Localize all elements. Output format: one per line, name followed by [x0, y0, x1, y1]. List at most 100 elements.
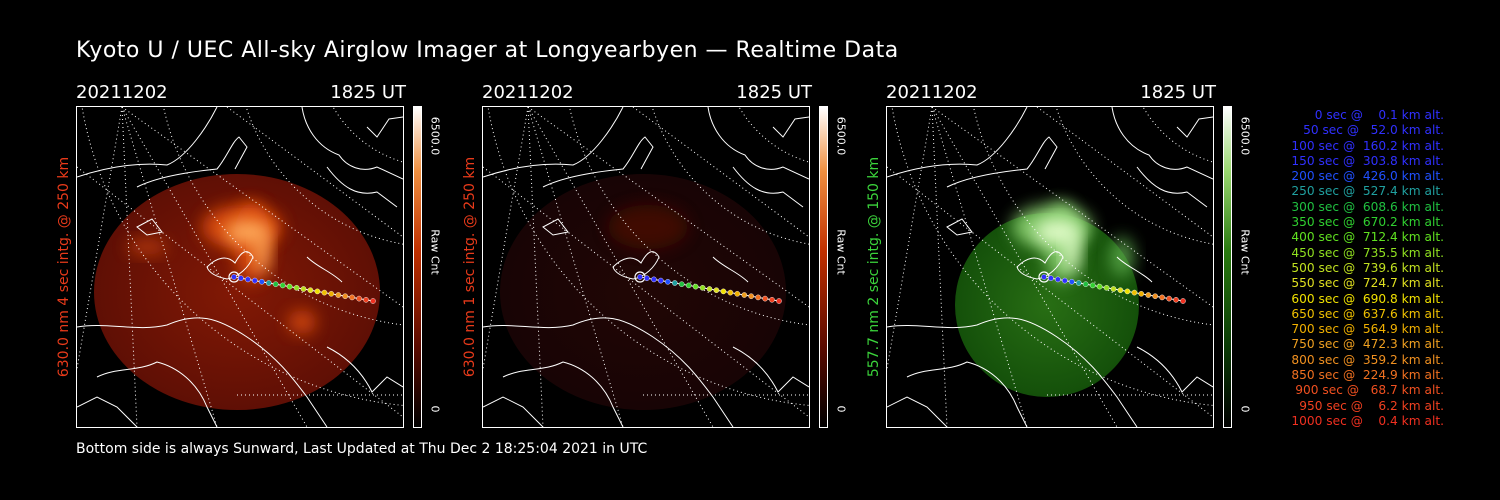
trajectory-point	[272, 281, 279, 287]
legend-entry: 950 sec @ 6.2 km alt.	[1299, 398, 1444, 413]
trajectory-point	[363, 296, 369, 303]
colorbar-max: 6500.0	[834, 116, 848, 156]
trajectory-point	[1159, 294, 1165, 301]
panel-side-label: 630.0 nm 4 sec intg. @ 250 km	[54, 106, 74, 428]
colorbar-unit: Raw Cnt	[834, 229, 848, 275]
trajectory-point	[762, 295, 768, 302]
trajectory-point	[1061, 277, 1068, 284]
panel-date: 20211202	[76, 82, 168, 103]
legend-entry: 900 sec @ 68.7 km alt.	[1295, 383, 1444, 398]
colorbar	[819, 106, 828, 428]
side-label-text: 630.0 nm 1 sec intg. @ 250 km	[462, 156, 478, 378]
colorbar-min: 0	[428, 405, 442, 413]
image-panel-630-1sec: 20211202 1825 UT 630.0 nm 1 sec intg. @ …	[462, 82, 882, 432]
trajectory-point	[1075, 280, 1082, 286]
image-panel-630-4sec: 20211202 1825 UT 630.0 nm 4 sec intg. @ …	[56, 82, 476, 432]
trajectory-point	[258, 278, 265, 285]
trajectory-point	[1117, 287, 1124, 293]
trajectory-point	[314, 288, 321, 295]
allsky-image	[482, 106, 810, 428]
trajectory-point	[1048, 275, 1054, 281]
trajectory-point	[1145, 292, 1152, 298]
trajectory-point	[720, 288, 727, 295]
colorbar-unit: Raw Cnt	[428, 229, 442, 275]
legend-entry: 350 sec @ 670.2 km alt.	[1291, 215, 1444, 230]
trajectory-point	[713, 287, 720, 293]
legend-entry: 0 sec @ 0.1 km alt.	[1314, 108, 1444, 122]
trajectory-point	[1055, 276, 1061, 283]
trajectory-point	[238, 275, 244, 281]
trajectory-point	[1180, 298, 1186, 304]
trajectory-point	[1152, 293, 1159, 299]
trajectory-point	[1166, 295, 1172, 302]
trajectory-point	[776, 298, 782, 304]
panel-time: 1825 UT	[736, 82, 812, 103]
trajectory-point	[279, 282, 286, 289]
trajectory-point	[1103, 284, 1110, 291]
trajectory-point	[692, 283, 699, 290]
trajectory-point	[734, 290, 741, 297]
sky-disc	[500, 174, 786, 410]
trajectory-point	[300, 286, 307, 292]
colorbar	[413, 106, 422, 428]
trajectory-point	[699, 284, 706, 291]
trajectory-point	[644, 275, 650, 281]
legend-entry: 1000 sec @ 0.4 km alt.	[1291, 413, 1444, 428]
side-label-text: 630.0 nm 4 sec intg. @ 250 km	[56, 156, 72, 378]
trajectory-point	[307, 287, 314, 293]
legend-entry: 50 sec @ 52.0 km alt.	[1303, 123, 1444, 138]
trajectory-point	[293, 284, 300, 291]
trajectory-point	[342, 293, 349, 299]
trajectory-point	[1110, 286, 1117, 292]
panel-date: 20211202	[886, 82, 978, 103]
trajectory-point	[370, 298, 376, 304]
side-label-text: 557.7 nm 2 sec intg. @ 150 km	[866, 156, 882, 378]
legend-entry: 300 sec @ 608.6 km alt.	[1291, 199, 1444, 214]
trajectory-point	[727, 289, 734, 296]
legend-entry: 100 sec @ 160.2 km alt.	[1291, 138, 1444, 153]
panel-side-label: 630.0 nm 1 sec intg. @ 250 km	[460, 106, 480, 428]
panel-date: 20211202	[482, 82, 574, 103]
colorbar-min: 0	[834, 405, 848, 413]
trajectory-point	[328, 290, 335, 297]
allsky-image	[886, 106, 1214, 428]
trajectory-legend: 0 sec @ 0.1 km alt. 50 sec @ 52.0 km alt.…	[1224, 108, 1444, 429]
trajectory-point	[356, 295, 362, 302]
trajectory-point	[706, 286, 713, 292]
legend-entry: 650 sec @ 637.6 km alt.	[1291, 306, 1444, 321]
legend-entry: 700 sec @ 564.9 km alt.	[1291, 322, 1444, 337]
panel-side-label: 557.7 nm 2 sec intg. @ 150 km	[864, 106, 884, 428]
legend-entry: 150 sec @ 303.8 km alt.	[1291, 153, 1444, 168]
trajectory-point	[286, 283, 293, 290]
colorbar	[1223, 106, 1232, 428]
allsky-image	[76, 106, 404, 428]
trajectory-point	[651, 276, 657, 283]
legend-entry: 450 sec @ 735.5 km alt.	[1291, 245, 1444, 260]
legend-entry: 250 sec @ 527.4 km alt.	[1291, 184, 1444, 199]
image-panel-557-2sec: 20211202 1825 UT 557.7 nm 2 sec intg. @ …	[866, 82, 1286, 432]
trajectory-point	[265, 280, 272, 286]
footer-status: Bottom side is always Sunward, Last Upda…	[76, 441, 648, 457]
trajectory-point	[335, 292, 342, 298]
page-title: Kyoto U / UEC All-sky Airglow Imager at …	[76, 38, 899, 63]
trajectory-point	[664, 278, 671, 285]
trajectory-point	[1173, 296, 1179, 303]
trajectory-point	[1089, 282, 1096, 289]
trajectory-point	[251, 277, 258, 284]
trajectory-point	[1138, 290, 1145, 297]
legend-entry: 800 sec @ 359.2 km alt.	[1291, 352, 1444, 367]
colorbar-max: 6500.0	[428, 116, 442, 156]
panel-time: 1825 UT	[330, 82, 406, 103]
trajectory-point	[769, 296, 775, 303]
trajectory-point	[657, 277, 664, 284]
trajectory-point	[741, 292, 748, 298]
legend-entry: 400 sec @ 712.4 km alt.	[1291, 230, 1444, 245]
trajectory-point	[1096, 283, 1103, 290]
legend-entry: 500 sec @ 739.6 km alt.	[1291, 260, 1444, 275]
trajectory-point	[1041, 274, 1047, 280]
trajectory-point	[678, 281, 685, 287]
trajectory-point	[671, 280, 678, 286]
trajectory-point	[245, 276, 251, 283]
trajectory-point	[755, 294, 761, 301]
panel-time: 1825 UT	[1140, 82, 1216, 103]
